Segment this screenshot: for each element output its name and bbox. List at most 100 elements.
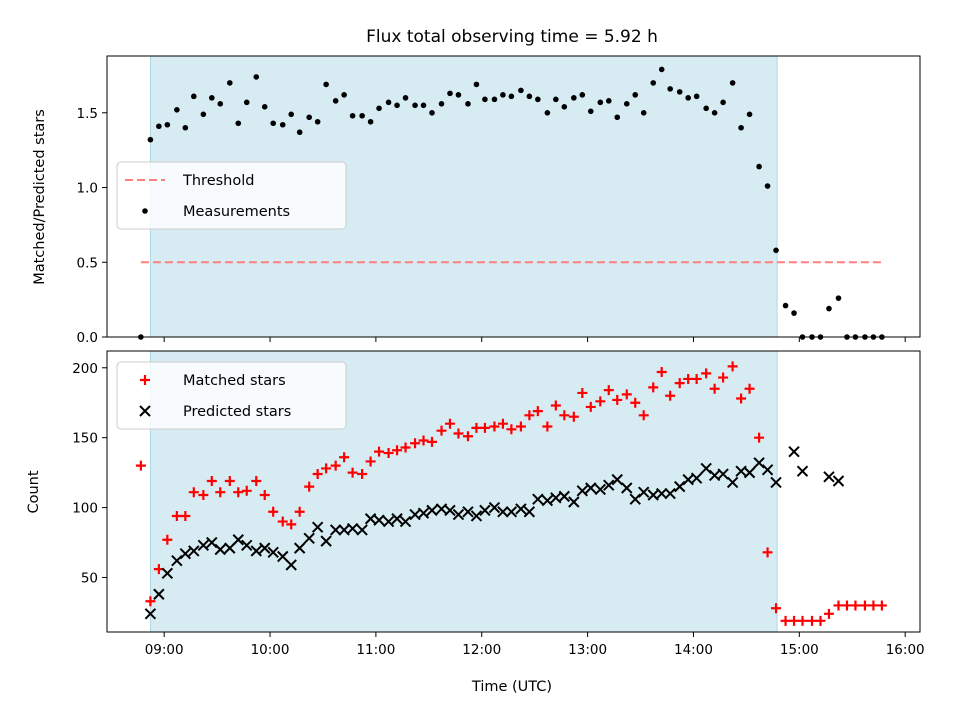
matched-star-point (648, 382, 659, 393)
predicted-star-point (452, 508, 465, 521)
matched-star-point (665, 390, 676, 401)
predicted-star-point (505, 506, 518, 518)
matched-star-point (630, 397, 641, 408)
measurement-point (253, 74, 260, 80)
measurement-point (359, 112, 365, 119)
matched-star-point (762, 547, 773, 558)
predicted-star-point (382, 515, 395, 528)
predicted-star-point (171, 554, 183, 567)
top-y-tick-label: 1.0 (77, 181, 98, 197)
measurement-point (243, 99, 250, 106)
measurement-point (482, 96, 488, 103)
legend-measurement-swatch (142, 208, 148, 214)
matched-star-point (709, 383, 720, 394)
predicted-star-point (743, 466, 756, 479)
matched-star-point (286, 519, 297, 530)
x-tick-label: 12:00 (462, 642, 501, 658)
predicted-star-point (655, 487, 668, 500)
measurement-point (508, 93, 515, 100)
matched-star-point (542, 421, 553, 432)
matched-star-point (683, 373, 694, 384)
measurement-point (296, 129, 303, 136)
matched-star-point (365, 456, 376, 467)
matched-star-point (436, 425, 447, 436)
measurement-point (420, 102, 427, 109)
matched-star-point (418, 435, 429, 446)
matched-star-point (621, 389, 632, 400)
predicted-star-point (426, 504, 438, 517)
matched-star-point (780, 615, 791, 626)
matched-star-point (233, 487, 244, 498)
matched-star-point (392, 445, 403, 456)
measurement-point (438, 101, 445, 107)
predicted-star-point (568, 496, 580, 508)
x-axis-label: Time (UTC) (471, 679, 552, 695)
predicted-star-point (462, 506, 474, 518)
measurement-point (826, 305, 832, 312)
measurement-point (491, 96, 498, 103)
measurement-point (720, 99, 726, 106)
predicted-star-point (320, 535, 332, 547)
predicted-star-point (356, 524, 368, 536)
matched-star-point (815, 615, 826, 626)
predicted-star-point (391, 513, 403, 525)
matched-star-point (188, 487, 199, 498)
matched-star-point (135, 460, 146, 471)
measurement-point (164, 121, 171, 128)
matched-star-point (215, 487, 226, 498)
top-y-tick-label: 0.0 (77, 330, 98, 346)
predicted-star-point (796, 465, 809, 477)
chart-title: Flux total observing time = 5.92 h (366, 27, 658, 47)
predicted-star-point (585, 482, 597, 494)
measurement-point (640, 109, 647, 116)
measurement-point (394, 102, 400, 109)
predicted-star-point (690, 472, 703, 484)
bottom-panel: Time (UTC) Count 09:00 10:00 11:00 12:00 13:… (26, 350, 925, 695)
measurement-point (685, 95, 691, 101)
matched-star-point (789, 615, 800, 626)
matched-star-point (841, 600, 852, 611)
matched-star-point (162, 534, 173, 545)
predicted-star-point (479, 504, 491, 517)
predicted-star-point (761, 464, 774, 476)
predicted-star-point (576, 485, 589, 497)
matched-star-point (833, 600, 844, 611)
measurement-point (200, 111, 207, 118)
predicted-star-point (417, 507, 430, 519)
measurement-point (306, 114, 312, 121)
predicted-star-point (232, 534, 244, 546)
measurement-point (429, 109, 435, 116)
predicted-star-point (179, 548, 192, 560)
matched-star-point (347, 467, 358, 478)
measurement-point (553, 96, 559, 103)
top-y-axis-label: Matched/Predicted stars (32, 109, 48, 285)
measurement-point (561, 104, 568, 110)
measurement-point (738, 124, 744, 131)
matched-star-point (744, 383, 755, 394)
matched-star-point (426, 436, 437, 447)
predicted-star-point (788, 445, 800, 458)
measurement-point (614, 114, 621, 121)
predicted-star-point (470, 510, 483, 522)
matched-star-point (577, 387, 588, 398)
matched-star-point (330, 460, 341, 471)
predicted-star-point (303, 532, 315, 545)
measurement-point (288, 111, 294, 118)
predicted-star-point (329, 524, 342, 536)
measurement-point (605, 98, 612, 104)
bottom-legend (116, 361, 347, 430)
matched-star-point (241, 485, 252, 496)
predicted-star-point (515, 503, 527, 515)
measurement-point (376, 105, 382, 112)
predicted-star-point (621, 482, 633, 494)
top-legend (116, 161, 347, 230)
matched-star-point (497, 418, 508, 429)
predicted-star-point (241, 539, 253, 552)
measurement-point (447, 90, 453, 97)
top-axes-frame (106, 55, 921, 338)
x-tick-label: 11:00 (356, 642, 395, 658)
matched-star-point (206, 476, 217, 487)
measurement-point (746, 111, 753, 118)
measurement-point (367, 118, 374, 125)
predicted-star-point (277, 550, 289, 563)
